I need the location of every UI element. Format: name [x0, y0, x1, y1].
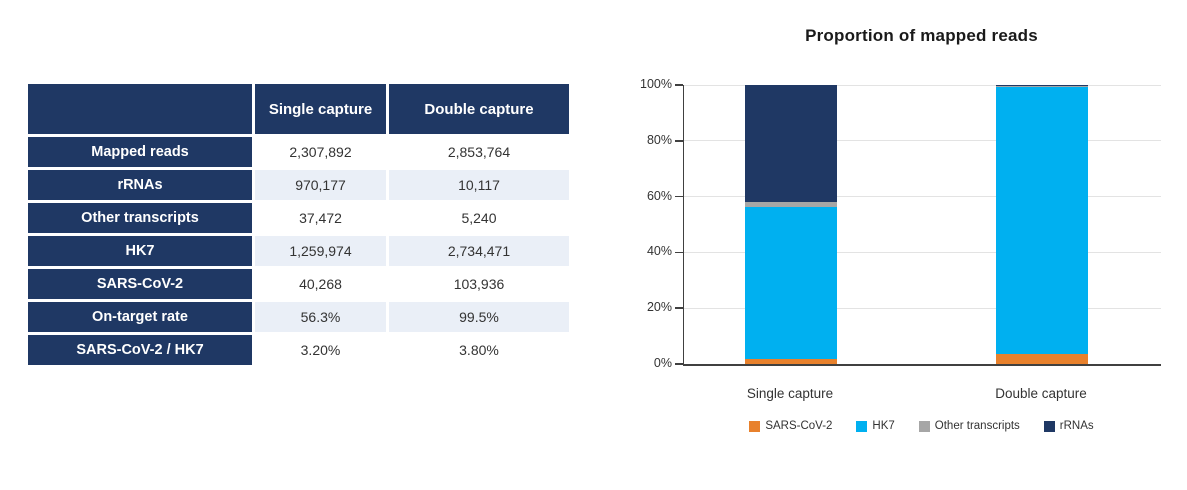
- legend-item-other-transcripts: Other transcripts: [918, 420, 1020, 432]
- bar-double-capture: [996, 85, 1088, 364]
- legend-item-hk7: HK7: [856, 420, 895, 432]
- cell-single-value: 2,307,892: [255, 137, 386, 167]
- y-tick-mark: [675, 195, 683, 198]
- cell-double-value: 3.80%: [389, 335, 569, 365]
- table-col-header-single-capture: Single capture: [255, 84, 386, 134]
- x-category-label-double-capture: Double capture: [995, 386, 1087, 401]
- table-col-header-double-capture: Double capture: [389, 84, 569, 134]
- row-label: On-target rate: [28, 302, 252, 332]
- summary-table: Single capture Double capture Mapped rea…: [25, 81, 572, 368]
- cell-single-value: 40,268: [255, 269, 386, 299]
- table-row-on-target-rate: On-target rate 56.3% 99.5%: [28, 302, 569, 332]
- cell-double-value: 2,734,471: [389, 236, 569, 266]
- legend-swatch-rrnas: [1043, 420, 1055, 432]
- table-row-rrnas: rRNAs 970,177 10,117: [28, 170, 569, 200]
- bar-segment-other-transcripts: [996, 86, 1088, 87]
- cell-double-value: 2,853,764: [389, 137, 569, 167]
- cell-single-value: 970,177: [255, 170, 386, 200]
- legend-swatch-hk7: [856, 420, 868, 432]
- y-tick-label: 100%: [640, 77, 672, 91]
- legend-label: Other transcripts: [934, 420, 1020, 432]
- bar-segment-rrnas: [996, 85, 1088, 87]
- y-tick-label: 60%: [646, 188, 672, 203]
- gridline-60: [684, 196, 1161, 198]
- cell-single-value: 56.3%: [255, 302, 386, 332]
- row-label: rRNAs: [28, 170, 252, 200]
- cell-double-value: 5,240: [389, 203, 569, 233]
- legend-item-sars-cov-2: SARS-CoV-2: [749, 420, 832, 432]
- row-label: Mapped reads: [28, 137, 252, 167]
- cell-double-value: 99.5%: [389, 302, 569, 332]
- chart-legend: SARS-CoV-2 HK7 Other transcripts rRNAs: [663, 420, 1180, 432]
- legend-swatch-other-transcripts: [918, 420, 930, 432]
- y-tick-label: 20%: [646, 300, 672, 315]
- row-label: SARS-CoV-2: [28, 269, 252, 299]
- table-row-sars-cov-2-hk7-ratio: SARS-CoV-2 / HK7 3.20% 3.80%: [28, 335, 569, 365]
- stacked-bar-chart: Proportion of mapped reads 0% 20% 40% 60% 80…: [620, 20, 1180, 470]
- y-tick-mark: [675, 140, 683, 142]
- table-corner-cell: [28, 84, 252, 134]
- y-tick-label: 40%: [646, 244, 672, 259]
- bar-segment-rrnas: [745, 85, 837, 203]
- cell-double-value: 10,117: [389, 170, 569, 200]
- y-tick-mark: [675, 363, 683, 365]
- cell-single-value: 3.20%: [255, 335, 386, 365]
- bar-segment-hk7: [996, 86, 1088, 354]
- y-tick-label: 0%: [653, 356, 672, 370]
- gridline-40: [684, 251, 1161, 253]
- cell-double-value: 103,936: [389, 269, 569, 299]
- bar-segment-sars-cov-2: [996, 353, 1088, 364]
- row-label: SARS-CoV-2 / HK7: [28, 335, 252, 365]
- gridline-100: [684, 84, 1161, 86]
- y-tick-label: 80%: [646, 132, 672, 147]
- legend-label: rRNAs: [1059, 420, 1094, 432]
- y-tick-mark: [675, 251, 683, 254]
- cell-single-value: 1,259,974: [255, 236, 386, 266]
- legend-label: SARS-CoV-2: [765, 420, 833, 432]
- bar-segment-other-transcripts: [745, 202, 837, 207]
- table-row-sars-cov-2: SARS-CoV-2 40,268 103,936: [28, 269, 569, 299]
- y-tick-mark: [675, 84, 683, 86]
- bar-segment-sars-cov-2: [745, 359, 837, 364]
- gridline-20: [684, 307, 1161, 309]
- row-label: HK7: [28, 236, 252, 266]
- legend-item-rrnas: rRNAs: [1043, 420, 1094, 432]
- y-tick-mark: [675, 307, 683, 309]
- plot-area: [675, 84, 1161, 366]
- table-row-mapped-reads: Mapped reads 2,307,892 2,853,764: [28, 137, 569, 167]
- gridline-80: [684, 140, 1161, 142]
- bar-single-capture: [745, 85, 837, 364]
- x-category-label-single-capture: Single capture: [746, 386, 834, 401]
- table-row-other-transcripts: Other transcripts 37,472 5,240: [28, 203, 569, 233]
- chart-title: Proportion of mapped reads: [805, 26, 1038, 45]
- table-row-hk7: HK7 1,259,974 2,734,471: [28, 236, 569, 266]
- legend-swatch-sars-cov-2: [749, 420, 761, 432]
- bar-segment-hk7: [745, 206, 837, 360]
- legend-label: HK7: [872, 420, 895, 432]
- row-label: Other transcripts: [28, 203, 252, 233]
- cell-single-value: 37,472: [255, 203, 386, 233]
- table-header-row: Single capture Double capture: [28, 84, 569, 134]
